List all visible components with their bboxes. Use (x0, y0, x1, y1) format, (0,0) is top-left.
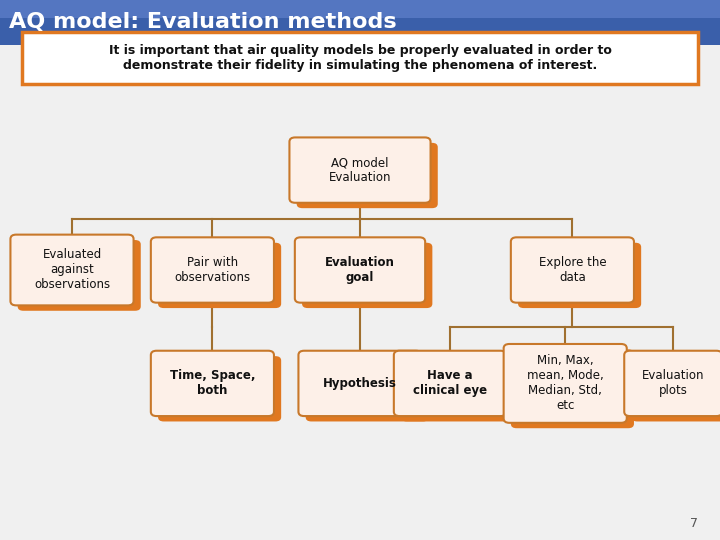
FancyBboxPatch shape (150, 351, 274, 416)
FancyBboxPatch shape (0, 0, 720, 45)
FancyBboxPatch shape (504, 344, 626, 423)
Text: Explore the
data: Explore the data (539, 256, 606, 284)
Text: Evaluation
plots: Evaluation plots (642, 369, 704, 397)
FancyBboxPatch shape (289, 137, 431, 202)
Text: It is important that air quality models be properly evaluated in order to
demons: It is important that air quality models … (109, 44, 611, 72)
FancyBboxPatch shape (305, 356, 428, 421)
FancyBboxPatch shape (631, 356, 720, 421)
Text: Time, Space,
both: Time, Space, both (170, 369, 255, 397)
FancyBboxPatch shape (158, 243, 281, 308)
FancyBboxPatch shape (302, 243, 432, 308)
FancyBboxPatch shape (511, 238, 634, 302)
Text: Hypothesis: Hypothesis (323, 377, 397, 390)
FancyBboxPatch shape (394, 351, 506, 416)
FancyBboxPatch shape (518, 243, 642, 308)
FancyBboxPatch shape (18, 240, 141, 311)
Text: Have a
clinical eye: Have a clinical eye (413, 369, 487, 397)
FancyBboxPatch shape (624, 351, 720, 416)
FancyBboxPatch shape (22, 32, 698, 84)
FancyBboxPatch shape (0, 0, 720, 18)
FancyBboxPatch shape (150, 238, 274, 302)
Text: AQ model: Evaluation methods: AQ model: Evaluation methods (9, 12, 396, 32)
Text: Evaluated
against
observations: Evaluated against observations (34, 248, 110, 292)
FancyBboxPatch shape (299, 351, 421, 416)
Text: Evaluation
goal: Evaluation goal (325, 256, 395, 284)
FancyBboxPatch shape (11, 234, 134, 306)
Text: AQ model
Evaluation: AQ model Evaluation (329, 156, 391, 184)
FancyBboxPatch shape (295, 238, 425, 302)
FancyBboxPatch shape (401, 356, 513, 421)
Text: Pair with
observations: Pair with observations (174, 256, 251, 284)
FancyBboxPatch shape (297, 143, 438, 208)
FancyBboxPatch shape (158, 356, 281, 421)
FancyBboxPatch shape (511, 349, 634, 428)
Text: Min, Max,
mean, Mode,
Median, Std,
etc: Min, Max, mean, Mode, Median, Std, etc (527, 354, 603, 413)
Text: 7: 7 (690, 517, 698, 530)
